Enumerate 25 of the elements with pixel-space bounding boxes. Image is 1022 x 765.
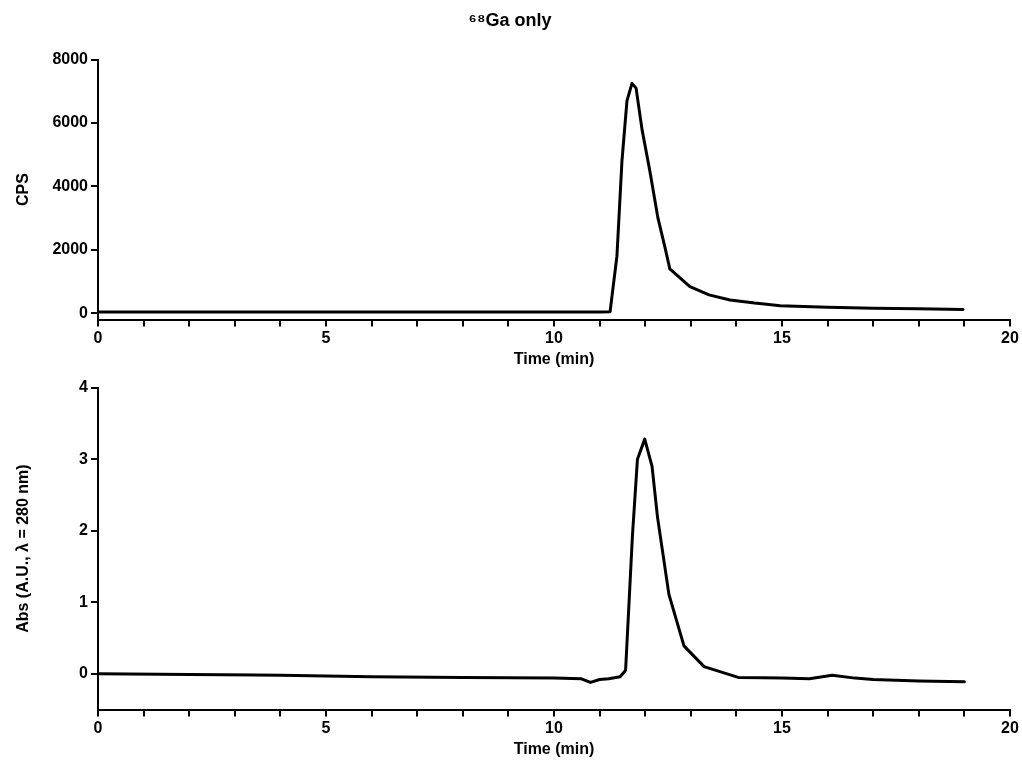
x-tick-label: 5 (321, 718, 331, 736)
y-tick-label: 0 (79, 664, 89, 682)
x-tick-label: 20 (1001, 718, 1019, 736)
chart-title: ⁶⁸Ga only (468, 9, 552, 30)
x-tick-label: 20 (1001, 328, 1019, 346)
y-axis-title: Abs (A.U., λ = 280 nm) (14, 464, 32, 633)
y-axis-title: CPS (14, 172, 32, 207)
y-tick-label: 1 (79, 592, 89, 610)
x-tick-label: 10 (545, 718, 563, 736)
x-tick-label: 0 (93, 328, 103, 346)
y-tick-label: 3 (79, 449, 89, 467)
y-tick-label: 4000 (52, 176, 89, 194)
x-tick-label: 15 (773, 328, 791, 346)
y-tick-label: 6000 (52, 113, 89, 131)
x-tick-label: 5 (321, 328, 331, 346)
x-axis-title: Time (min) (513, 739, 595, 757)
y-tick-label: 4 (79, 378, 89, 396)
y-tick-label: 0 (79, 303, 89, 321)
x-tick-label: 10 (545, 328, 563, 346)
y-tick-label: 2000 (52, 240, 89, 258)
y-tick-label: 8000 (52, 50, 89, 68)
y-tick-label: 2 (79, 521, 89, 539)
x-tick-label: 15 (773, 718, 791, 736)
x-axis-title: Time (min) (513, 349, 595, 367)
x-tick-label: 0 (93, 718, 103, 736)
